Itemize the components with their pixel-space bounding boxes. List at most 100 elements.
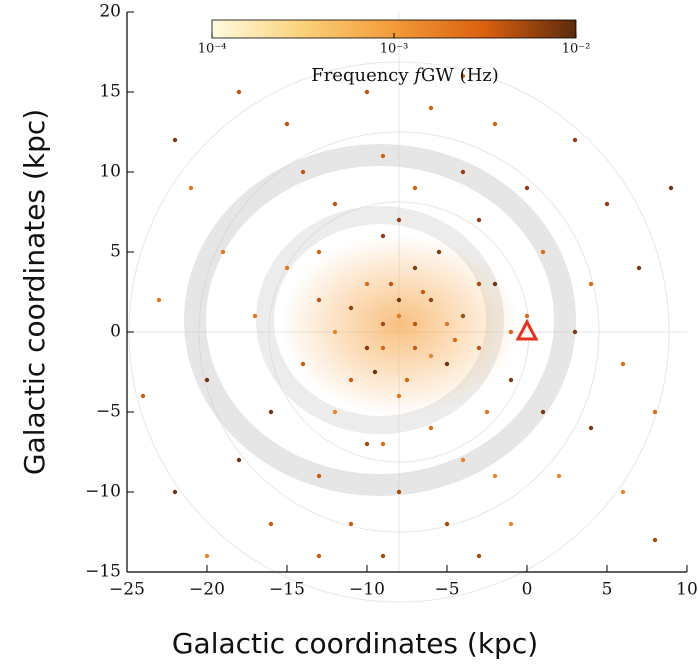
point	[588, 281, 594, 287]
point	[220, 249, 226, 255]
colorbar-label: Frequency 𝑓GW (Hz)	[311, 65, 499, 86]
point	[236, 89, 242, 95]
point	[652, 409, 658, 415]
point	[348, 521, 354, 527]
point	[444, 361, 450, 367]
point	[380, 441, 386, 447]
point	[348, 377, 354, 383]
point	[428, 297, 434, 303]
x-tick-label: 5	[602, 580, 613, 600]
point	[492, 281, 498, 287]
point	[380, 153, 386, 159]
point	[348, 305, 354, 311]
x-axis-label: Galactic coordinates (kpc)	[172, 627, 538, 660]
point	[316, 473, 322, 479]
point	[484, 409, 490, 415]
point	[420, 289, 426, 295]
galaxy-background	[127, 12, 687, 603]
point	[396, 489, 402, 495]
point	[436, 249, 442, 255]
point	[476, 281, 482, 287]
point	[572, 137, 578, 143]
x-tick-label: 0	[522, 580, 533, 600]
point	[620, 489, 626, 495]
point	[540, 249, 546, 255]
point	[156, 297, 162, 303]
point	[396, 313, 402, 319]
point	[364, 281, 370, 287]
point	[524, 185, 530, 191]
point	[412, 321, 418, 327]
point	[476, 217, 482, 223]
point	[588, 425, 594, 431]
y-tick-label: −15	[85, 562, 121, 582]
point	[188, 185, 194, 191]
point	[204, 377, 210, 383]
y-tick-label: 0	[110, 322, 121, 342]
point	[332, 409, 338, 415]
point	[652, 537, 658, 543]
y-tick-label: −10	[85, 482, 121, 502]
x-tick-label: −10	[349, 580, 385, 600]
point	[492, 121, 498, 127]
point	[508, 329, 514, 335]
point	[604, 201, 610, 207]
point	[388, 281, 394, 287]
point	[300, 361, 306, 367]
x-tick-label: −15	[269, 580, 305, 600]
point	[284, 265, 290, 271]
point	[380, 233, 386, 239]
y-tick-label: 10	[99, 162, 121, 182]
point	[412, 265, 418, 271]
point	[268, 521, 274, 527]
point	[172, 489, 178, 495]
y-tick-label: −5	[96, 402, 121, 422]
sun-marker	[515, 318, 539, 341]
point	[316, 249, 322, 255]
point	[620, 361, 626, 367]
point	[396, 297, 402, 303]
point	[636, 265, 642, 271]
point	[268, 409, 274, 415]
point	[412, 345, 418, 351]
colorbar-tick-label: 10⁻²	[562, 42, 591, 57]
point	[396, 393, 402, 399]
point	[460, 169, 466, 175]
point	[492, 473, 498, 479]
point	[460, 313, 466, 319]
x-tick-label: −25	[109, 580, 145, 600]
point	[524, 313, 530, 319]
point	[460, 457, 466, 463]
point	[412, 185, 418, 191]
point	[364, 345, 370, 351]
x-tick-label: 10	[676, 580, 698, 600]
point	[508, 521, 514, 527]
colorbar-tick-label: 10⁻³	[380, 42, 409, 57]
point	[476, 553, 482, 559]
point	[444, 321, 450, 327]
point	[380, 321, 386, 327]
point	[444, 521, 450, 527]
point	[540, 409, 546, 415]
point	[332, 201, 338, 207]
y-axis-label: Galactic coordinates (kpc)	[18, 109, 51, 475]
point	[508, 377, 514, 383]
point	[428, 353, 434, 359]
point	[668, 185, 674, 191]
point	[380, 553, 386, 559]
point	[452, 337, 458, 343]
point	[204, 553, 210, 559]
point	[428, 425, 434, 431]
point	[380, 345, 386, 351]
y-tick-label: 15	[99, 82, 121, 102]
point	[460, 73, 466, 79]
point	[252, 313, 258, 319]
point	[332, 329, 338, 335]
y-tick-label: 20	[99, 2, 121, 22]
point	[428, 105, 434, 111]
point	[172, 137, 178, 143]
point	[364, 89, 370, 95]
point	[364, 441, 370, 447]
point	[236, 457, 242, 463]
